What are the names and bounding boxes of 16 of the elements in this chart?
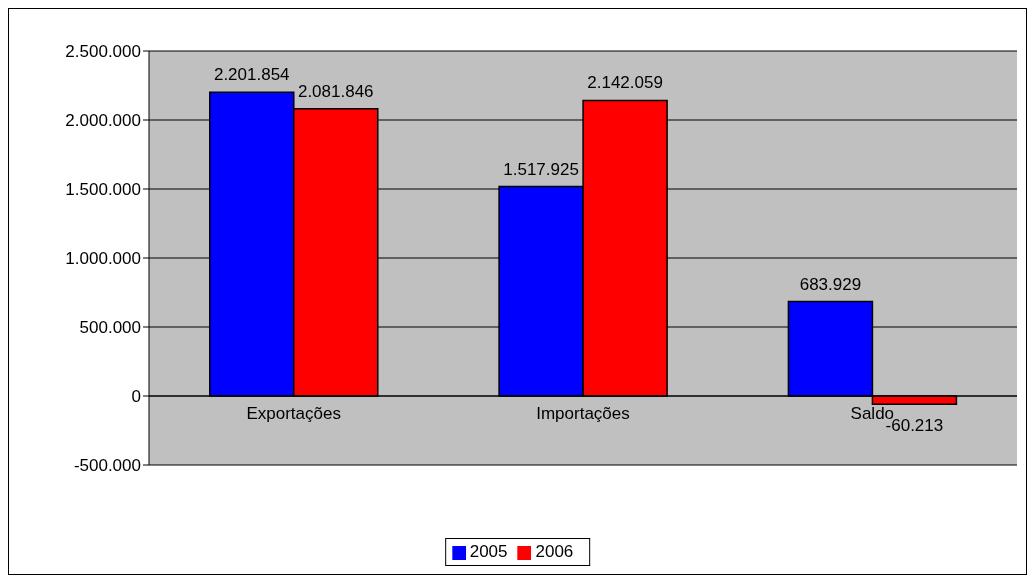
y-tick-label: 2.500.000: [65, 42, 141, 62]
data-label: 2.201.854: [213, 65, 290, 85]
data-label: 2.081.846: [297, 81, 374, 101]
y-tick-label: 2.000.000: [65, 111, 141, 131]
data-label: 2.142.059: [587, 73, 663, 93]
x-tick-label: Exportações: [246, 403, 341, 423]
y-tick-label: 500.000: [79, 318, 141, 338]
y-tick-label: 1.000.000: [65, 249, 141, 269]
y-tick-label: 1.500.000: [65, 180, 141, 200]
y-tick-label: 0: [131, 387, 141, 407]
data-label: 683.929: [799, 274, 862, 294]
legend-label: 2005: [469, 542, 508, 561]
legend-label: 2006: [535, 542, 574, 561]
y-tick-label: -500.000: [73, 456, 141, 476]
data-label: 1.517.925: [503, 159, 579, 179]
x-tick-label: Importações: [536, 403, 630, 423]
